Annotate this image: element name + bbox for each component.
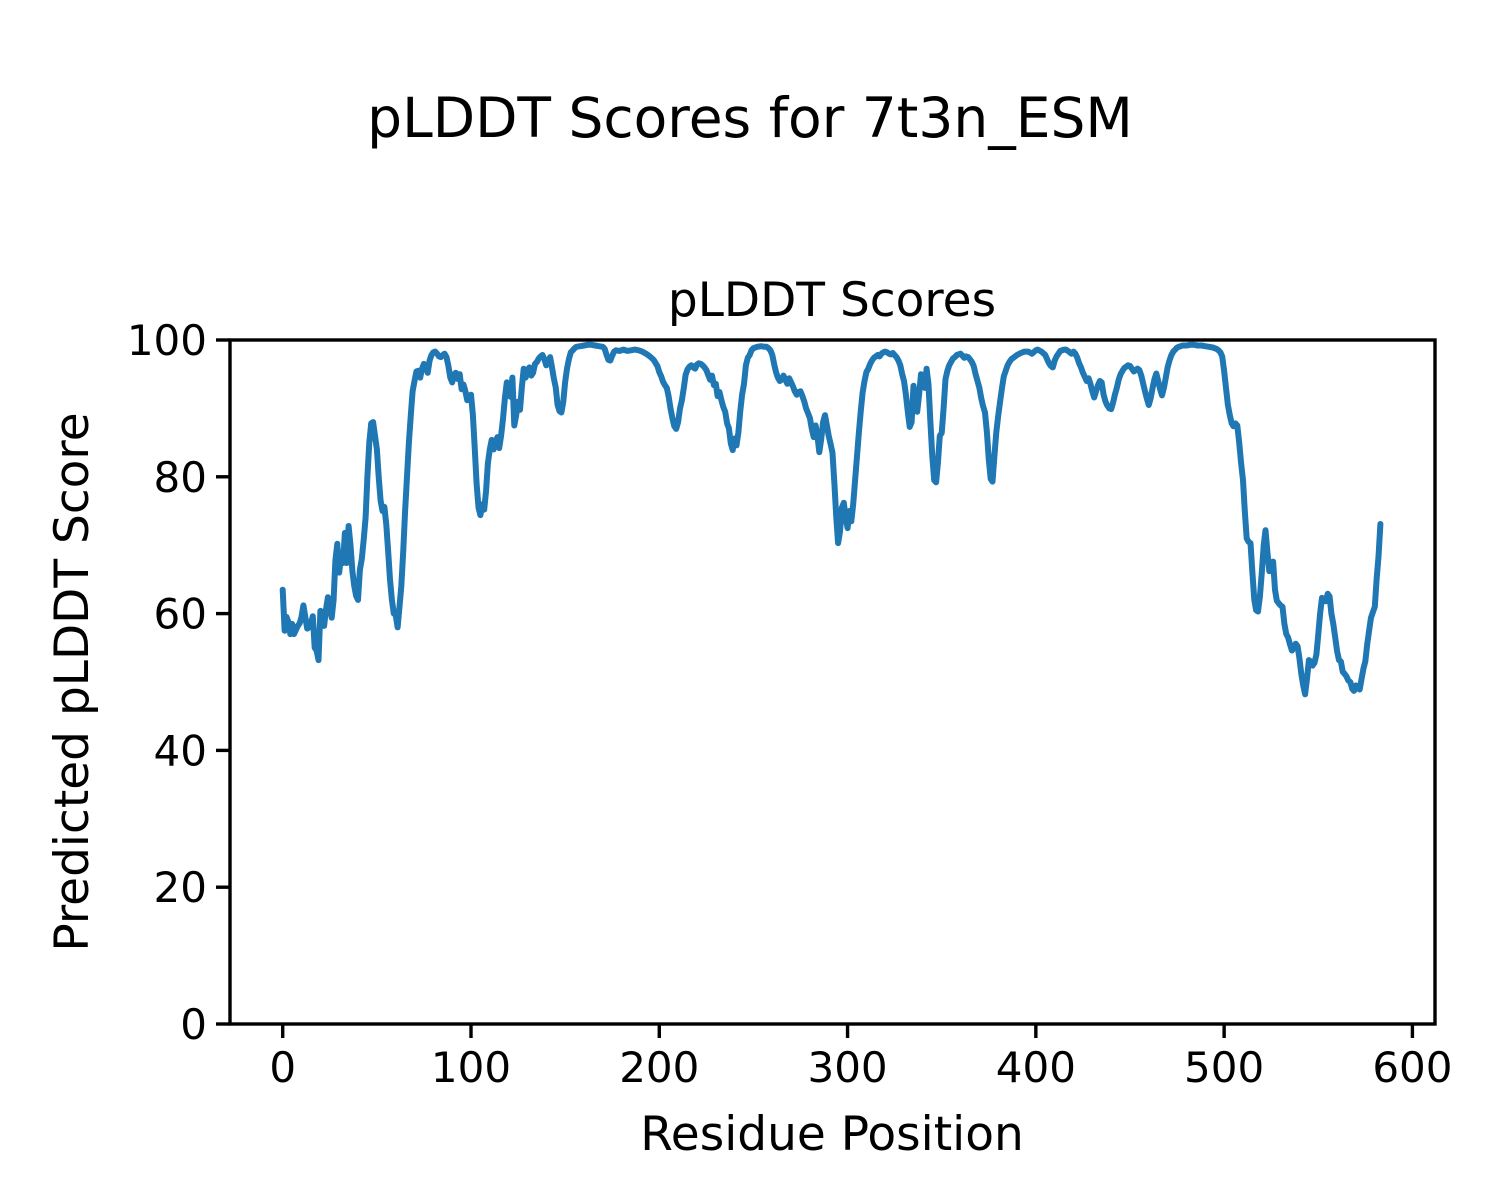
x-tick-label: 200 xyxy=(619,1043,699,1092)
x-tick-label: 500 xyxy=(1184,1043,1264,1092)
y-tick-label: 100 xyxy=(127,316,207,365)
x-tick-label: 0 xyxy=(269,1043,296,1092)
x-tick-label: 100 xyxy=(431,1043,511,1092)
plddt-line xyxy=(279,341,1384,698)
y-tick-label: 0 xyxy=(180,1000,207,1049)
x-tick-label: 600 xyxy=(1372,1043,1452,1092)
figure-title: pLDDT Scores for 7t3n_ESM xyxy=(367,86,1133,150)
y-axis-label: Predicted pLDDT Score xyxy=(45,412,100,951)
data-series xyxy=(279,341,1384,698)
x-tick-label: 300 xyxy=(807,1043,887,1092)
y-tick-label: 60 xyxy=(154,590,207,639)
axes-border xyxy=(228,338,1437,1026)
x-tick-label: 400 xyxy=(996,1043,1076,1092)
chart-title: pLDDT Scores xyxy=(668,273,996,328)
y-tick-label: 80 xyxy=(154,453,207,502)
axis-ticks: 0 100 200 300 400 500 600 0 20 40 60 80 100 xyxy=(127,316,1453,1092)
y-tick-label: 20 xyxy=(154,863,207,912)
x-axis-label: Residue Position xyxy=(640,1107,1023,1162)
y-tick-label: 40 xyxy=(154,726,207,775)
